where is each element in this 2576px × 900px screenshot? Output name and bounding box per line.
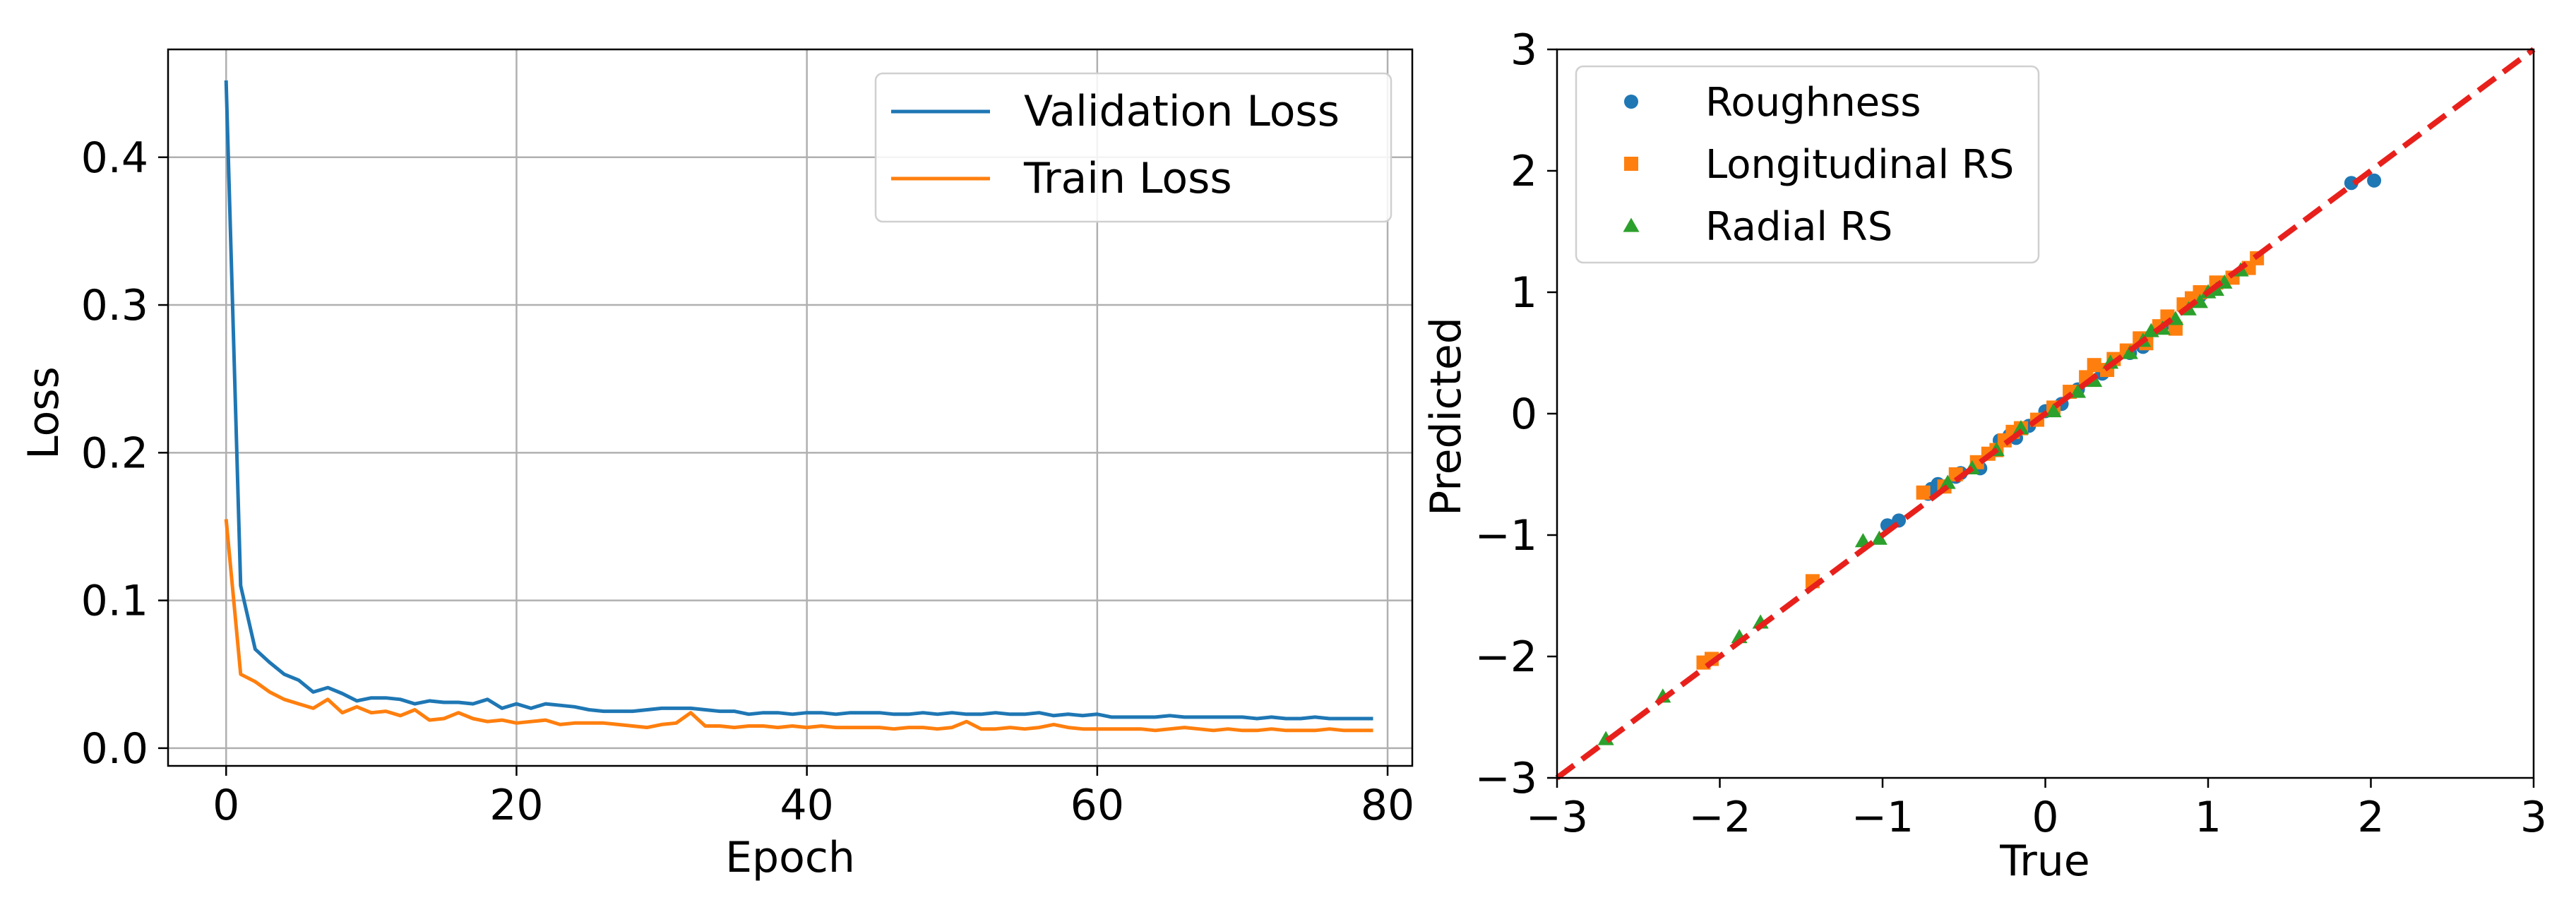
parity-y-axis-label: Predicted: [1421, 317, 1471, 516]
parity-ticks: −3 −2 −1 0 1 2 3 −3 −2 −1 0 1 2 3: [1475, 25, 2548, 842]
series-line-validation-loss: [224, 80, 1373, 721]
scatter-point-radial-rs: [2121, 344, 2138, 359]
scatter-point-longitudinal-rs: [1916, 485, 1931, 500]
loss-y-tick-label: 0.4: [81, 133, 148, 183]
parity-x-axis-label: True: [1999, 836, 2089, 886]
legend-marker-roughness: [1624, 95, 1638, 109]
scatter-point-radial-rs: [2070, 383, 2087, 398]
loss-x-tick-label: 60: [1071, 781, 1124, 830]
parity-x-tick-label: −3: [1526, 793, 1588, 842]
parity-x-tick-label: 1: [2195, 793, 2222, 842]
legend-label-longitudinal-rs: Longitudinal RS: [1705, 142, 2014, 188]
loss-chart: 0 20 40 60 80 0.0 0.1 0.2 0.3 0.4 Epoch Loss Vali…: [19, 48, 1415, 882]
scatter-point-radial-rs: [2012, 420, 2029, 435]
loss-x-tick-label: 0: [213, 781, 239, 830]
parity-x-tick-label: 2: [2357, 793, 2384, 842]
loss-y-tick-label: 0.3: [81, 281, 148, 330]
legend-label-train-loss: Train Loss: [1023, 154, 1232, 203]
parity-y-tick-label: 0: [1510, 390, 1537, 439]
parity-x-tick-label: −2: [1688, 793, 1751, 842]
scatter-point-radial-rs: [2045, 403, 2062, 418]
loss-lines: [224, 80, 1373, 733]
series-line-train-loss: [224, 519, 1373, 733]
parity-x-tick-label: 3: [2520, 793, 2547, 842]
legend-marker-longitudinal-rs: [1624, 157, 1638, 171]
loss-x-tick-label: 20: [489, 781, 543, 830]
loss-x-tick-label: 80: [1361, 781, 1414, 830]
parity-legend-box: [1575, 65, 2040, 264]
parity-legend-markers: [1623, 95, 1640, 232]
parity-y-tick-label: 1: [1510, 268, 1537, 318]
parity-y-tick-label: 2: [1510, 147, 1537, 196]
parity-chart: −3 −2 −1 0 1 2 3 −3 −2 −1 0 1 2 3 True Predicted Roug…: [1421, 25, 2547, 886]
parity-legend: Roughness Longitudinal RS Radial RS: [1575, 65, 2040, 264]
loss-legend-box: [874, 72, 1393, 223]
loss-ticks: 0 20 40 60 80 0.0 0.1 0.2 0.3 0.4: [81, 133, 1415, 830]
scatter-point-radial-rs: [1871, 530, 1888, 545]
parity-x-tick-label: 0: [2032, 793, 2058, 842]
loss-x-axis-label: Epoch: [725, 833, 855, 882]
loss-y-axis-label: Loss: [19, 366, 68, 460]
loss-y-tick-label: 0.0: [81, 724, 148, 774]
parity-y-tick-label: −3: [1475, 754, 1537, 803]
loss-legend: Validation Loss Train Loss: [874, 72, 1393, 223]
legend-marker-radial-rs: [1623, 217, 1640, 232]
parity-x-tick-label: −1: [1852, 793, 1914, 842]
legend-label-radial-rs: Radial RS: [1705, 204, 1892, 250]
scatter-point-roughness: [2367, 173, 2382, 188]
loss-x-tick-label: 40: [780, 781, 833, 830]
loss-plot-frame: [167, 48, 1414, 767]
parity-reference-line: [1555, 47, 2536, 781]
parity-y-tick-label: −2: [1475, 632, 1537, 682]
loss-y-tick-label: 0.1: [81, 577, 148, 626]
parity-y-tick-label: −1: [1475, 511, 1537, 560]
scatter-point-radial-rs: [1939, 474, 1956, 489]
legend-label-validation-loss: Validation Loss: [1024, 87, 1340, 136]
legend-label-roughness: Roughness: [1705, 80, 1921, 126]
scatter-point-longitudinal-rs: [2087, 358, 2101, 373]
parity-y-tick-label: 3: [1510, 25, 1537, 75]
loss-y-tick-label: 0.2: [81, 428, 148, 478]
scatter-point-longitudinal-rs: [2168, 321, 2183, 336]
